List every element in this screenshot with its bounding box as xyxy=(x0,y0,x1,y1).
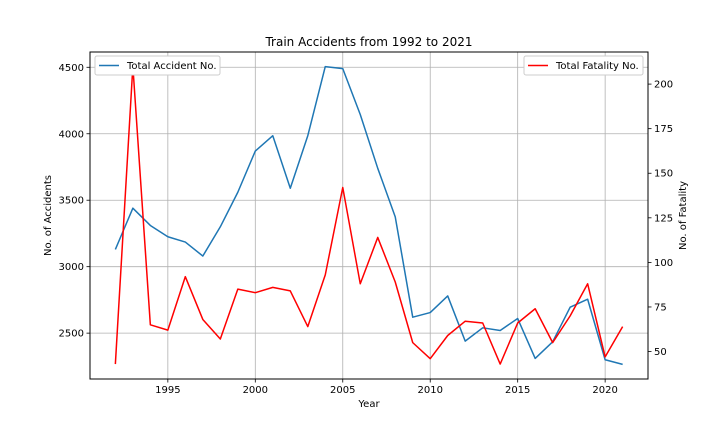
x-tick-label: 2020 xyxy=(592,385,617,396)
plot-frame xyxy=(89,51,649,380)
left-y-axis-label: No. of Accidents xyxy=(43,175,54,256)
legend-fatalities-box xyxy=(523,55,644,76)
x-tick-label: 1995 xyxy=(155,385,180,396)
x-axis-label: Year xyxy=(357,399,380,410)
left-y-tick-label: 3000 xyxy=(59,262,84,273)
series-layer xyxy=(114,65,624,366)
right-y-tick-label: 50 xyxy=(654,347,667,358)
right-y-tick-label: 175 xyxy=(654,124,673,135)
series-line-fatalities xyxy=(114,65,624,365)
x-tick-label: 2005 xyxy=(330,385,355,396)
left-y-tick-label: 4000 xyxy=(59,129,84,140)
series-line-accidents xyxy=(114,65,623,366)
left-y-tick-label: 3500 xyxy=(59,196,84,207)
right-y-tick-label: 100 xyxy=(654,258,673,269)
legend-fatalities-label: Total Fatality No. xyxy=(555,61,639,72)
legend-fatalities: Total Fatality No. xyxy=(523,55,644,76)
right-y-tick-label: 125 xyxy=(654,213,673,224)
left-y-tick-label: 4500 xyxy=(59,63,84,74)
chart-title: Train Accidents from 1992 to 2021 xyxy=(264,35,472,49)
right-y-tick-label: 150 xyxy=(654,169,673,180)
legend-accidents-label: Total Accident No. xyxy=(126,61,217,72)
ticks: 1995 2000 2005 2010 2015 2020 2500 3000 3500 4000… xyxy=(59,63,674,396)
legend-accidents-box xyxy=(94,55,221,76)
x-tick-label: 2000 xyxy=(243,385,268,396)
right-y-axis-label: No. of Fatality xyxy=(678,181,689,250)
right-y-tick-label: 200 xyxy=(654,80,673,91)
left-y-tick-label: 2500 xyxy=(59,329,84,340)
x-tick-label: 2010 xyxy=(417,385,442,396)
x-tick-label: 2015 xyxy=(505,385,530,396)
legend-accidents: Total Accident No. xyxy=(94,55,221,76)
right-y-tick-label: 75 xyxy=(654,302,667,313)
